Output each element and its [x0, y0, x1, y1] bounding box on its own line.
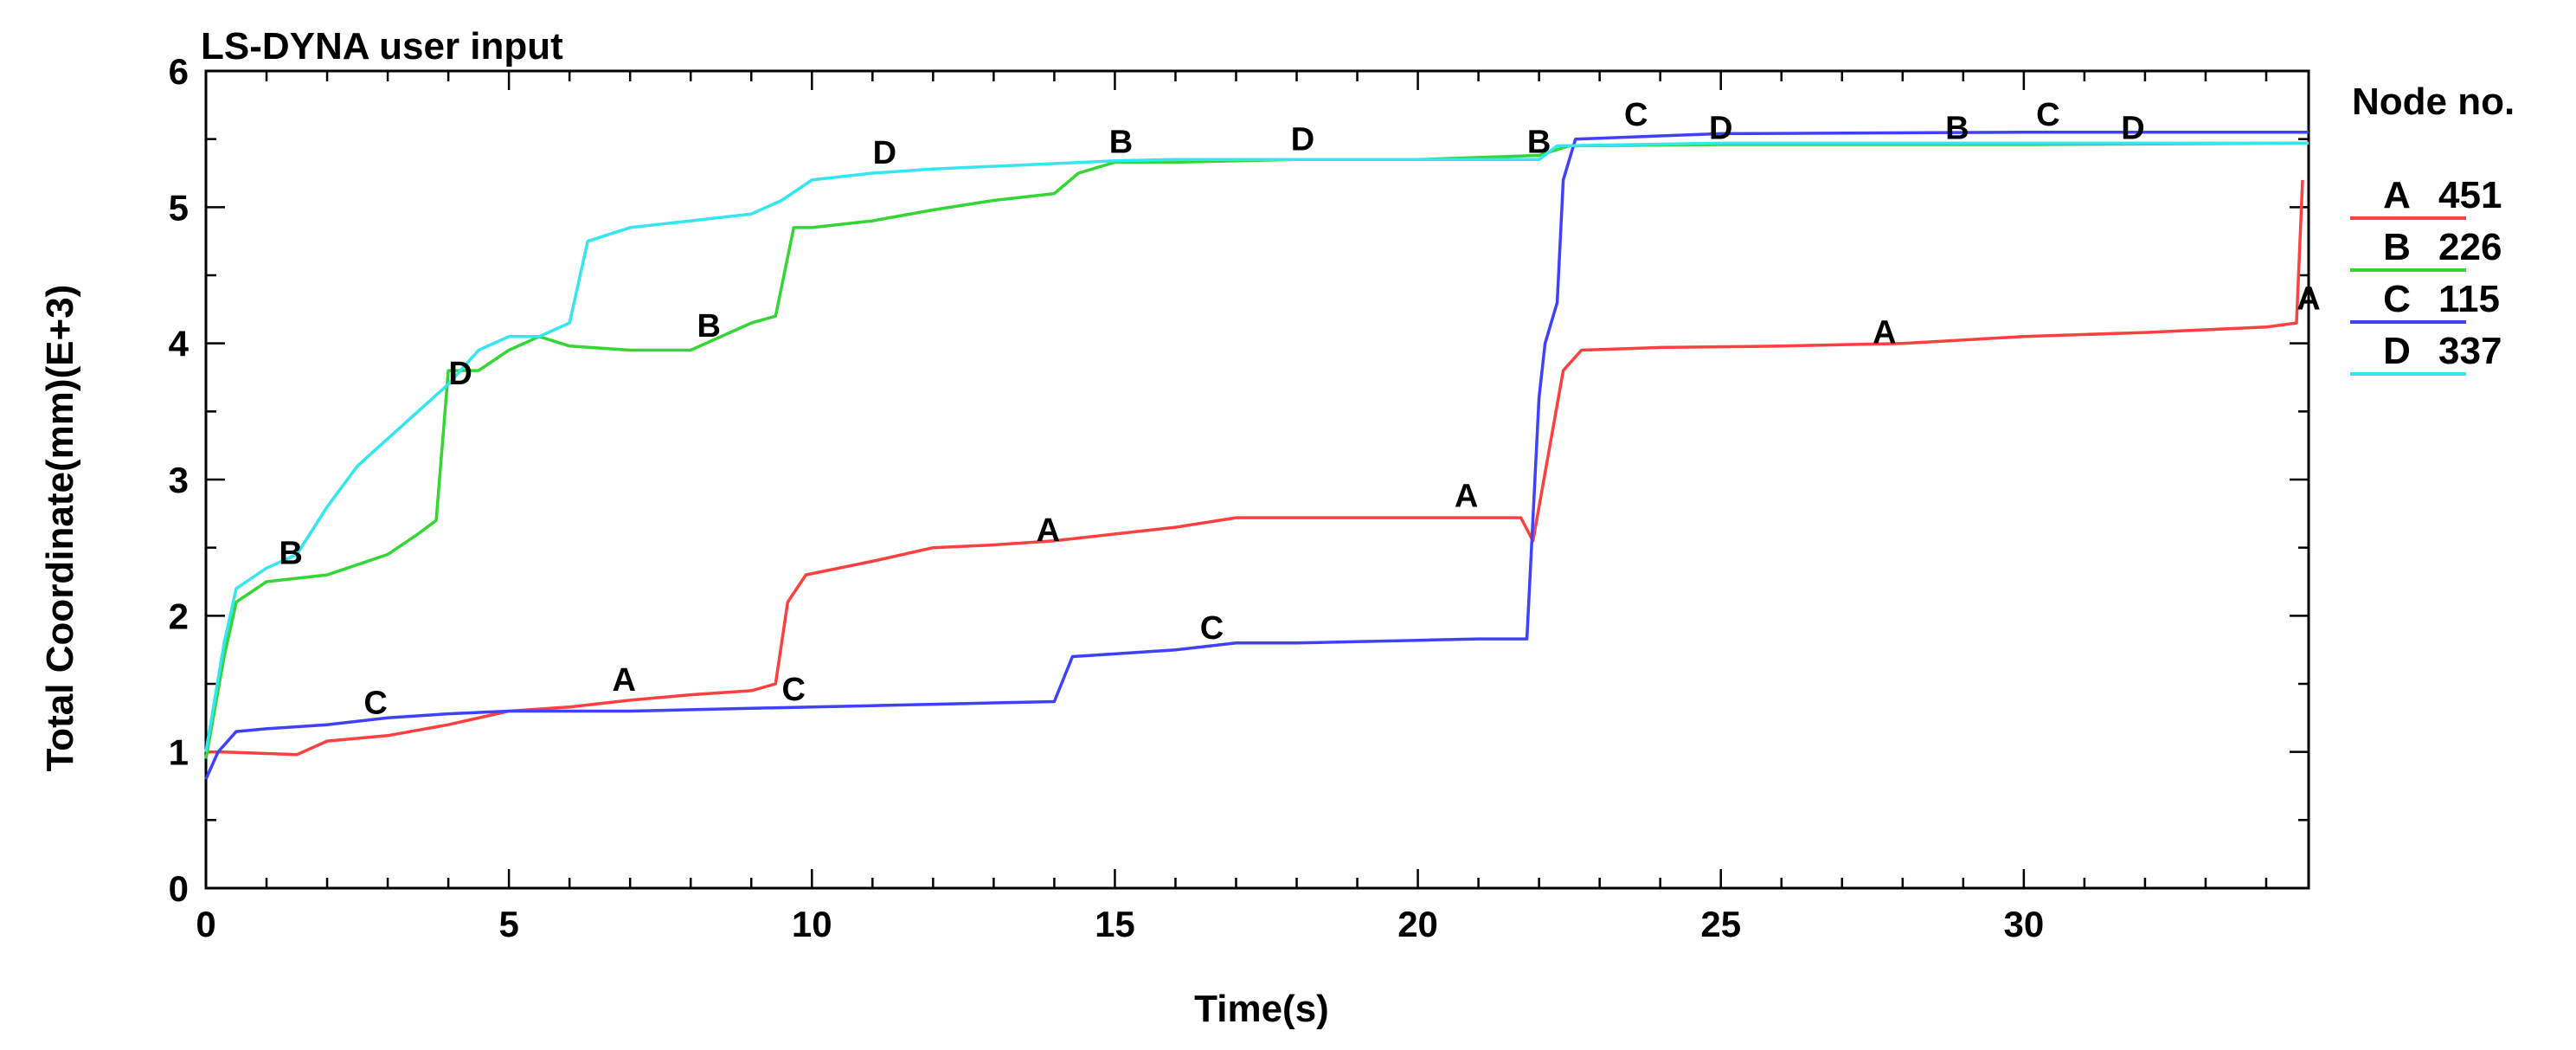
- x-tick-label: 15: [1095, 904, 1135, 944]
- axis-ticks: 0 5 10 15 20 25 30 0 1 2 3 4 5 6: [169, 51, 2309, 944]
- series-marker-a: A: [1037, 512, 1060, 549]
- series-marker-c: C: [2036, 97, 2059, 133]
- series-markers: A A A A A B B B B B C C C C C D D D D D: [279, 97, 2320, 722]
- y-tick-label: 5: [169, 187, 189, 228]
- legend: A 451 B 226 C 115 D 337: [2350, 174, 2502, 376]
- y-tick-label: 6: [169, 51, 189, 92]
- series-marker-d: D: [1709, 111, 1732, 147]
- series-marker-c: C: [782, 672, 806, 708]
- legend-letter-b: B: [2383, 226, 2411, 268]
- series-marker-b: B: [1945, 111, 1969, 147]
- series-marker-a: A: [612, 662, 635, 699]
- legend-letter-a: A: [2383, 174, 2411, 216]
- legend-node-a: 451: [2438, 174, 2502, 216]
- legend-node-c: 115: [2438, 278, 2500, 320]
- y-tick-label: 0: [169, 868, 189, 909]
- series-line-c: [204, 131, 2309, 780]
- series-marker-d: D: [873, 135, 896, 171]
- y-tick-label: 1: [169, 732, 189, 773]
- series-marker-b: B: [1527, 124, 1551, 160]
- legend-node-b: 226: [2438, 226, 2502, 268]
- legend-title: Node no.: [2352, 81, 2515, 123]
- series-marker-d: D: [2121, 111, 2144, 147]
- series-marker-a: A: [1455, 478, 1478, 514]
- x-tick-label: 20: [1397, 904, 1438, 944]
- series-marker-c: C: [1624, 97, 1648, 133]
- series-marker-a: A: [2297, 280, 2320, 317]
- series-group: [204, 131, 2309, 780]
- y-tick-label: 2: [169, 596, 189, 636]
- y-tick-label: 3: [169, 460, 189, 500]
- series-marker-d: D: [448, 356, 472, 392]
- y-axis-title: Total Coordinate(mm)(E+3): [39, 285, 81, 772]
- x-tick-label: 10: [792, 904, 832, 944]
- legend-letter-c: C: [2383, 278, 2411, 320]
- x-tick-label: 5: [498, 904, 518, 944]
- series-marker-d: D: [1291, 121, 1314, 158]
- series-marker-c: C: [363, 686, 387, 722]
- series-marker-a: A: [1873, 315, 1896, 351]
- series-marker-b: B: [1109, 124, 1133, 160]
- x-axis-title: Time(s): [1194, 988, 1329, 1030]
- chart-title: LS-DYNA user input: [201, 25, 563, 68]
- series-marker-c: C: [1200, 610, 1224, 647]
- legend-letter-d: D: [2383, 330, 2411, 372]
- series-line-d: [204, 141, 2309, 752]
- x-tick-label: 0: [196, 904, 215, 944]
- series-marker-b: B: [279, 536, 302, 572]
- y-tick-label: 4: [169, 324, 190, 364]
- x-tick-label: 25: [1700, 904, 1741, 944]
- x-tick-label: 30: [2004, 904, 2045, 944]
- legend-node-d: 337: [2438, 330, 2502, 372]
- series-marker-b: B: [697, 308, 721, 345]
